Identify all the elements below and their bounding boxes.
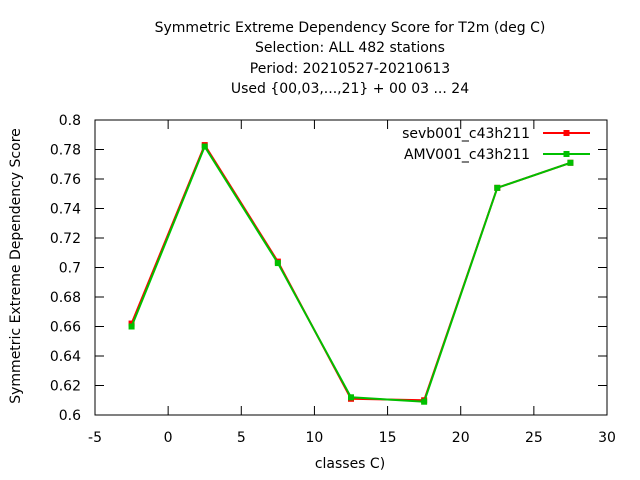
x-tick-label: 5	[237, 430, 246, 446]
y-tick-label: 0.68	[50, 290, 81, 306]
x-tick-label: 20	[452, 430, 470, 446]
chart-title-line-1: Symmetric Extreme Dependency Score for T…	[154, 20, 546, 36]
series-2-point	[274, 260, 281, 267]
y-tick-label: 0.64	[50, 349, 81, 365]
legend-label-1: sevb001_c43h211	[402, 126, 530, 142]
series-2-point	[494, 184, 501, 191]
series-2-point	[421, 398, 428, 405]
axis-ticks	[94, 119, 608, 416]
plot-frame	[94, 119, 608, 416]
y-tick-label: 0.72	[50, 231, 81, 247]
chart-title-line-4: Used {00,03,...,21} + 00 03 ... 24	[230, 81, 470, 97]
y-tick-labels: 0.6 0.62 0.64 0.66 0.68 0.7 0.72 0.74 0.76 0.78 0.…	[50, 113, 81, 424]
x-tick-label: 10	[306, 430, 324, 446]
x-tick-label: 25	[525, 430, 543, 446]
series-group	[128, 142, 574, 405]
y-tick-label: 0.8	[59, 113, 81, 129]
y-axis-label: Symmetric Extreme Dependency Score	[8, 128, 24, 404]
series-2-point	[128, 323, 135, 330]
x-tick-label: -5	[88, 430, 102, 446]
series-2-point	[348, 394, 354, 401]
x-tick-label: 15	[379, 430, 397, 446]
x-tick-label: 30	[598, 430, 616, 446]
x-tick-labels: -5 0 5 10 15 20 25 30	[88, 430, 616, 446]
y-tick-label: 0.6	[59, 408, 81, 424]
legend-marker-2	[563, 151, 570, 157]
series-2-point	[201, 143, 208, 150]
series-line-2	[130, 144, 571, 403]
x-tick-label: 0	[164, 430, 173, 446]
y-tick-label: 0.76	[50, 172, 81, 188]
series-2-point	[567, 159, 574, 166]
chart-title-line-2: Selection: ALL 482 stations	[255, 40, 445, 56]
y-tick-label: 0.78	[50, 143, 81, 159]
y-tick-label: 0.74	[50, 202, 81, 218]
y-tick-label: 0.62	[50, 379, 81, 395]
legend-label-2: AMV001_c43h211	[404, 147, 530, 163]
y-tick-label: 0.7	[59, 261, 81, 277]
x-axis-label: classes C)	[314, 456, 386, 472]
legend: sevb001_c43h211 AMV001_c43h211	[402, 126, 590, 163]
legend-marker-1	[563, 130, 570, 136]
chart-title-line-3: Period: 20210527-20210613	[249, 61, 451, 77]
y-tick-label: 0.66	[50, 320, 81, 336]
series-line-1	[130, 142, 571, 402]
